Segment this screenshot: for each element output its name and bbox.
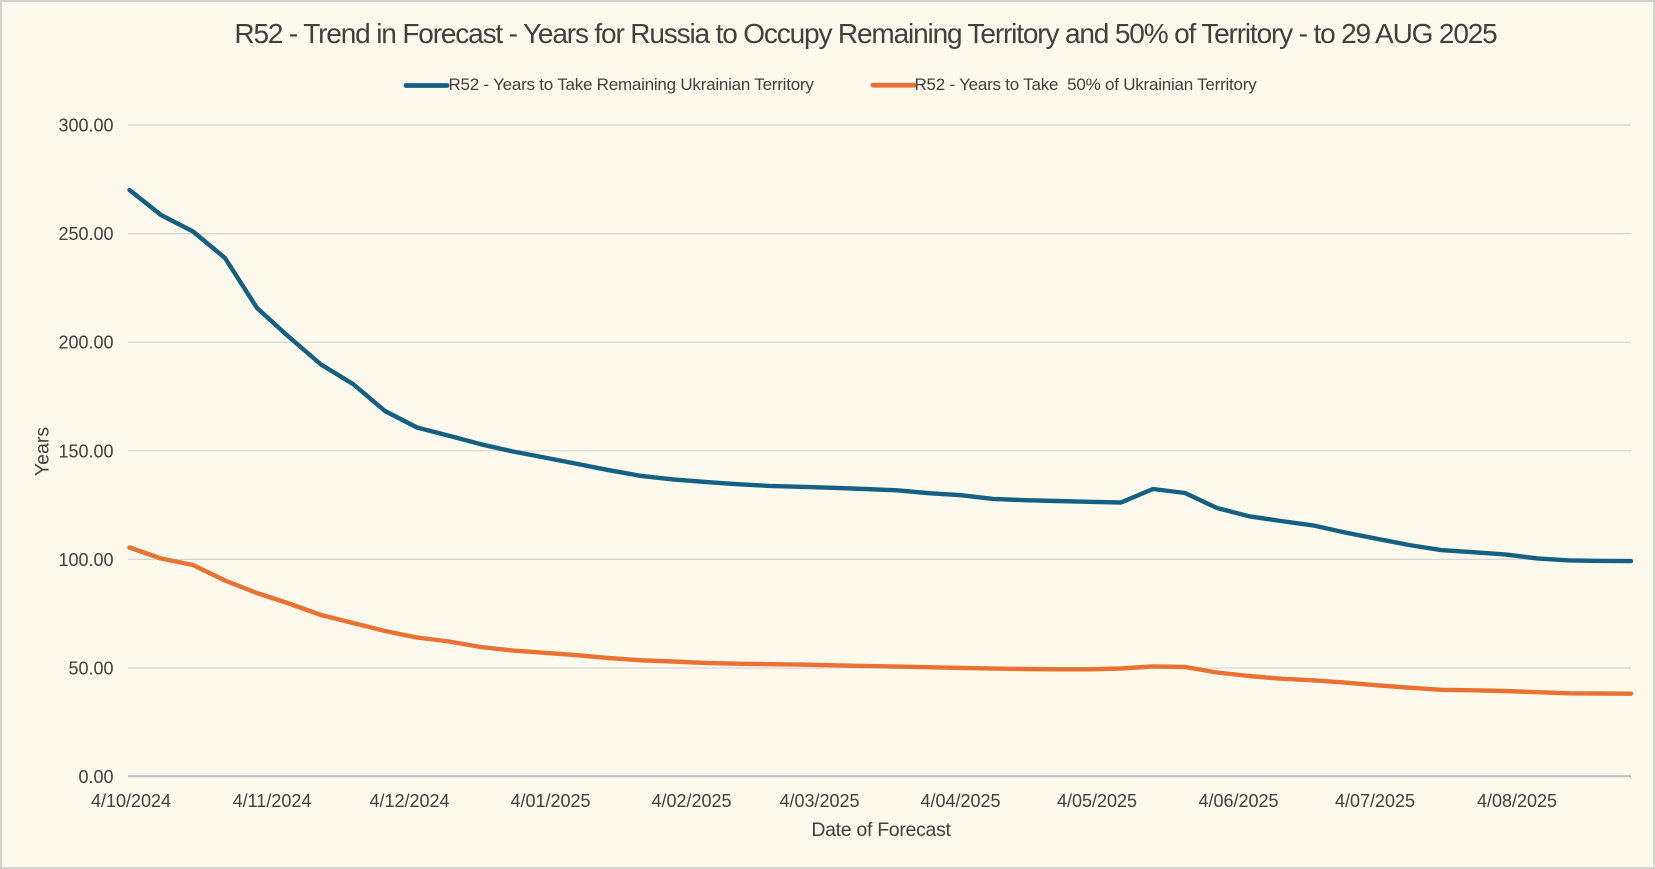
svg-text:4/05/2025: 4/05/2025: [1057, 791, 1137, 811]
svg-text:R52 - Trend in Forecast - Year: R52 - Trend in Forecast - Years for Russ…: [234, 18, 1497, 49]
svg-text:300.00: 300.00: [58, 116, 113, 136]
svg-text:R52 - Years to Take 50% of Uk: R52 - Years to Take 50% of Ukrainian Ter…: [915, 75, 1258, 94]
svg-text:100.00: 100.00: [58, 550, 113, 570]
svg-text:4/03/2025: 4/03/2025: [779, 791, 859, 811]
svg-text:4/07/2025: 4/07/2025: [1335, 791, 1415, 811]
svg-text:Date of Forecast: Date of Forecast: [811, 819, 951, 841]
svg-text:0.00: 0.00: [78, 767, 113, 787]
svg-text:4/08/2025: 4/08/2025: [1477, 791, 1557, 811]
svg-text:4/06/2025: 4/06/2025: [1198, 791, 1278, 811]
svg-text:Years: Years: [32, 427, 54, 476]
svg-text:4/12/2024: 4/12/2024: [369, 791, 449, 811]
svg-text:4/01/2025: 4/01/2025: [510, 791, 590, 811]
svg-text:4/04/2025: 4/04/2025: [920, 791, 1000, 811]
svg-text:200.00: 200.00: [58, 333, 113, 353]
svg-text:250.00: 250.00: [58, 224, 113, 244]
svg-text:4/10/2024: 4/10/2024: [91, 791, 171, 811]
svg-text:4/11/2024: 4/11/2024: [233, 791, 312, 811]
svg-text:150.00: 150.00: [58, 441, 113, 461]
svg-text:R52 - Years to Take Remaining: R52 - Years to Take Remaining Ukrainian …: [449, 75, 815, 94]
svg-text:50.00: 50.00: [68, 659, 113, 679]
svg-text:4/02/2025: 4/02/2025: [651, 791, 731, 811]
